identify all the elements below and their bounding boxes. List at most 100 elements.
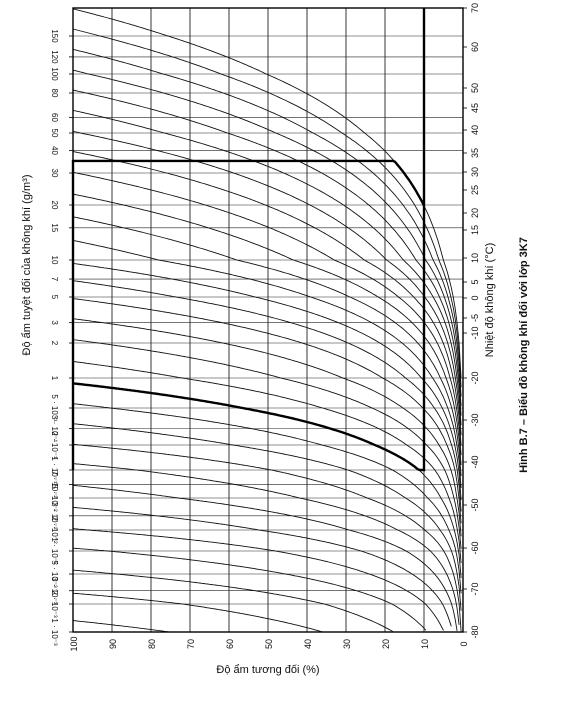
temperature-tick-label: -80 [470, 625, 480, 638]
humidity-tick-label: 100 [50, 67, 59, 81]
temperature-tick-label: 30 [470, 167, 480, 177]
temperature-curve [72, 193, 462, 466]
grid [72, 8, 464, 633]
humidity-tick-label: 3 · 10⁻¹ [50, 415, 59, 443]
temperature-curve [72, 109, 462, 426]
x-tick-label: 70 [186, 639, 196, 649]
temperature-curves [72, 8, 462, 633]
x-tick-label: 20 [381, 639, 391, 649]
temperature-curve [72, 339, 462, 549]
temperature-tick-label: 60 [470, 42, 480, 52]
temperature-curve [72, 506, 452, 627]
temperature-curve [72, 48, 462, 397]
temperature-tick-label: 45 [470, 103, 480, 113]
temperature-tick-label: -50 [470, 498, 480, 511]
temperature-curve [72, 463, 460, 625]
humidity-tick-label: 1 · 10⁻¹ [50, 456, 59, 484]
humidity-tick-label: 3 · 10⁻² [50, 502, 59, 530]
temperature-curve [72, 69, 462, 407]
plot-frame [72, 7, 464, 633]
temperature-curve [72, 298, 462, 524]
x-tick-label: 30 [342, 639, 352, 649]
temperature-curve [72, 547, 427, 631]
humidity-tick-label: 2 · 10⁻² [50, 516, 59, 544]
temperature-tick-label: -20 [470, 371, 480, 384]
humidity-tick-label: 120 [50, 50, 59, 64]
temperature-curve [72, 592, 323, 633]
x-axis-ticks: 100 90 80 70 60 50 40 30 20 10 0 [69, 636, 469, 651]
climate-class-envelope [71, 8, 426, 472]
plot-border [72, 7, 464, 633]
humidity-tick-label: 5 · 10⁻¹ [50, 394, 59, 422]
temperature-tick-label: 70 [470, 3, 480, 13]
humidity-tick-label: 1 · 10⁻² [50, 537, 59, 565]
humidity-tick-label: 80 [50, 89, 59, 98]
temperature-curve [72, 28, 462, 388]
humidity-tick-label: 2 · 10⁻¹ [50, 431, 59, 459]
left-axis-title: Độ ẩm tuyệt đối của không khí (g/m³) [21, 175, 33, 356]
temperature-curve [72, 171, 462, 456]
humidity-tick-label: 3 · 10⁻³ [50, 577, 59, 605]
humidity-tick-label: 5 [50, 295, 59, 300]
temperature-tick-label: 40 [470, 125, 480, 135]
temperature-tick-label: -30 [470, 413, 480, 426]
temperature-curve [72, 318, 462, 537]
x-axis-title: Độ ẩm tương đối (%) [216, 664, 319, 676]
humidity-tick-label: 60 [50, 113, 59, 122]
temperature-curve [72, 130, 462, 436]
temperature-curve [72, 403, 462, 594]
humidity-tick-label: 7 · 10⁻² [50, 471, 59, 499]
temperature-curve [72, 280, 462, 512]
temperature-tick-label: 35 [470, 148, 480, 158]
temperature-curve [72, 262, 462, 501]
humidity-tick-label: 7 [50, 277, 59, 282]
temperature-curve [72, 443, 462, 632]
x-tick-label: 80 [147, 639, 157, 649]
temperature-curve [72, 620, 169, 633]
humidity-tick-label: 2 · 10⁻³ [50, 590, 59, 618]
envelope-outline [71, 8, 426, 472]
x-tick-label: 10 [420, 639, 430, 649]
temperature-curve [72, 569, 394, 632]
humidity-tick-label: 3 [50, 320, 59, 325]
temperature-curve [72, 484, 458, 631]
temperature-tick-label: -70 [470, 582, 480, 595]
humidity-tick-label: 2 [50, 341, 59, 346]
temperature-curve [72, 423, 462, 611]
x-tick-label: 100 [69, 636, 79, 651]
right-axis-title: Nhiệt độ không khí (°C) [484, 243, 496, 357]
x-tick-label: 40 [303, 639, 313, 649]
temperature-curve [72, 151, 462, 446]
temperature-tick-label: -5 [470, 314, 480, 322]
temperature-curve [72, 361, 462, 564]
temperature-tick-label: 10 [470, 253, 480, 263]
temperature-curve [72, 239, 462, 489]
x-tick-label: 90 [108, 639, 118, 649]
humidity-tick-label: 40 [50, 146, 59, 155]
temperature-tick-label: -60 [470, 541, 480, 554]
temperature-curve [72, 216, 462, 477]
temperature-tick-label: -10 [470, 326, 480, 339]
humidity-tick-label: 20 [50, 201, 59, 210]
humidity-tick-label: 50 [50, 129, 59, 138]
humidity-tick-label: 150 [50, 29, 59, 43]
humidity-tick-label: 10 [50, 256, 59, 265]
temperature-axis-ticks: 706050454035302520151050-5-10-20-30-40-5… [463, 3, 480, 639]
temperature-tick-label: 15 [470, 225, 480, 235]
figure-caption: Hình B.7 – Biểu đồ không khí đối với lớp… [518, 237, 530, 473]
x-tick-label: 50 [264, 639, 274, 649]
x-tick-label: 0 [459, 641, 469, 646]
humidity-tick-label: 1 · 10⁻³ [50, 618, 59, 646]
temperature-tick-label: 0 [470, 295, 480, 300]
temperature-tick-label: 20 [470, 208, 480, 218]
temperature-tick-label: 5 [470, 279, 480, 284]
temperature-curve [72, 528, 444, 631]
humidity-tick-label: 5 · 10⁻³ [50, 560, 59, 588]
humidity-tick-label: 30 [50, 169, 59, 178]
temperature-tick-label: 25 [470, 185, 480, 195]
temperature-tick-label: -40 [470, 455, 480, 468]
humidity-tick-label: 1 [50, 376, 59, 381]
temperature-curve [72, 89, 462, 416]
